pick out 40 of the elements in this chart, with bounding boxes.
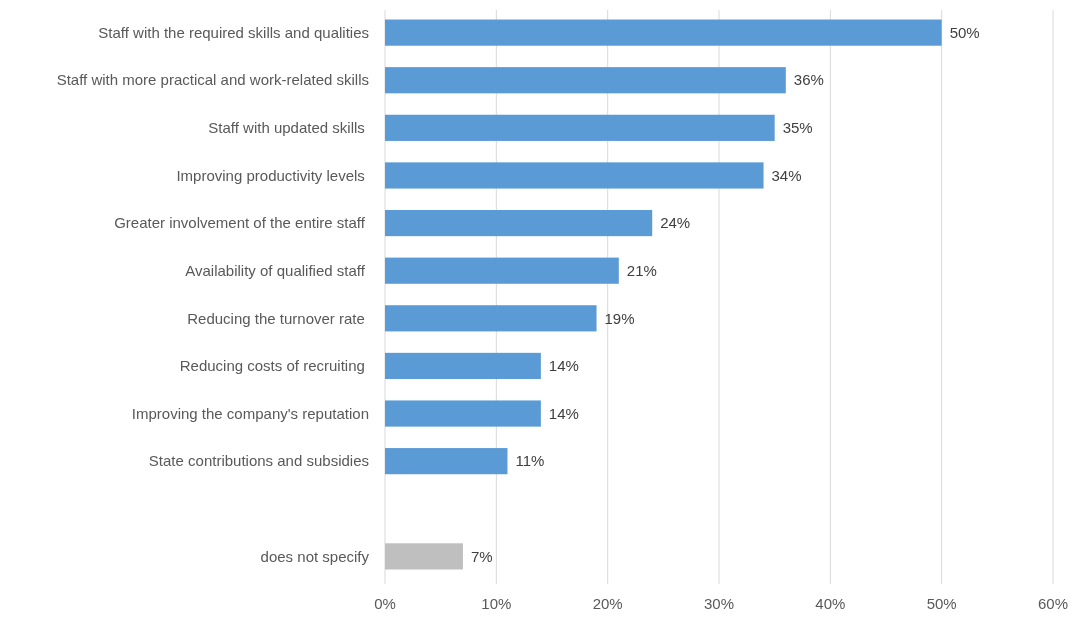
y-tick-label: Improving productivity levels	[176, 166, 369, 184]
bar	[385, 19, 942, 46]
x-tick-label: 40%	[815, 595, 846, 612]
y-tick-label: Reducing costs of recruiting	[179, 357, 369, 375]
data-label: 19%	[604, 309, 635, 327]
bar	[385, 400, 541, 427]
data-label: 14%	[548, 404, 579, 422]
y-tick-label: State contributions and subsidies	[148, 452, 369, 470]
y-tick-label: Staff with the required skills and qualities	[98, 23, 369, 41]
x-tick-label: 50%	[926, 595, 957, 612]
data-label: 35%	[782, 119, 813, 137]
x-tick-label: 10%	[481, 595, 512, 612]
bar	[385, 305, 597, 332]
data-label: 24%	[660, 214, 691, 232]
y-tick-label: Improving the company's reputation	[131, 404, 369, 422]
data-label: 14%	[548, 357, 579, 375]
x-tick-label: 30%	[703, 595, 735, 612]
bar	[385, 67, 786, 94]
y-tick-label: Availability of qualified staff	[185, 261, 369, 279]
y-tick-label: Reducing the turnover rate	[187, 309, 369, 327]
y-tick-label: does not specify	[260, 547, 370, 565]
data-label: 50%	[949, 23, 980, 41]
y-tick-label: Staff with updated skills	[208, 119, 369, 137]
x-tick-label: 0%	[374, 595, 396, 612]
bar	[385, 448, 508, 475]
y-tick-label: Staff with more practical and work-related skills	[56, 71, 369, 89]
data-label: 34%	[771, 166, 802, 184]
data-label: 11%	[515, 452, 545, 470]
bar	[385, 352, 541, 380]
data-label: 36%	[793, 71, 824, 89]
bar	[385, 543, 463, 570]
x-tick-label: 60%	[1037, 595, 1069, 612]
x-tick-label: 20%	[592, 595, 623, 612]
data-label: 21%	[626, 261, 657, 279]
data-label: 7%	[470, 547, 493, 565]
y-tick-label: Greater involvement of the entire staff	[114, 214, 369, 232]
bar	[385, 209, 653, 237]
bar	[385, 257, 619, 284]
bar	[385, 114, 775, 141]
bar	[385, 162, 764, 189]
